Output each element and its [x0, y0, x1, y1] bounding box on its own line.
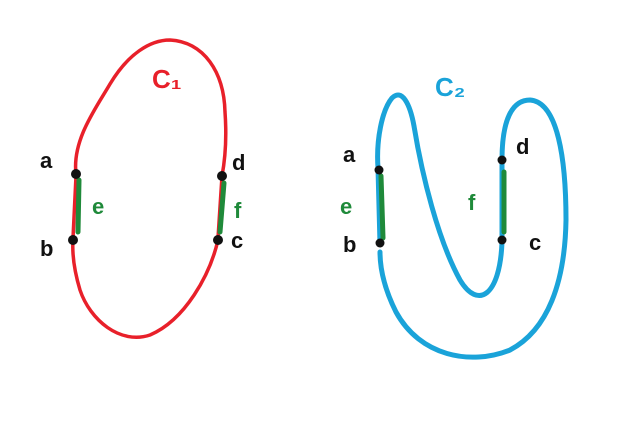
curve-c2-outline	[375, 92, 569, 360]
curve-c2-name: C₂	[435, 72, 465, 102]
edge-e-c1	[75, 177, 82, 235]
edge-f-c1	[217, 180, 227, 235]
point-d-c1	[217, 171, 227, 181]
curve-c2-left-segment	[375, 165, 383, 247]
label-f-c2: f	[468, 190, 476, 215]
label-c-c2: c	[529, 230, 541, 255]
curve-c1: C₁ a b c d e f	[40, 38, 245, 339]
point-a-c1	[71, 169, 81, 179]
label-a-c1: a	[40, 148, 53, 173]
label-b-c1: b	[40, 236, 53, 261]
curve-c1-outline	[71, 38, 228, 339]
point-b-c2	[375, 238, 385, 248]
curve-c2: C₂ a b c d e f	[340, 72, 569, 360]
point-d-c2	[497, 155, 507, 165]
point-b-c1	[68, 235, 78, 245]
label-e-c1: e	[92, 194, 104, 219]
point-a-c2	[374, 165, 384, 175]
edge-e-c2	[378, 173, 386, 241]
curve-c1-left-segment	[71, 174, 78, 240]
label-d-c1: d	[232, 150, 245, 175]
point-c-c1	[213, 235, 223, 245]
label-e-c2: e	[340, 194, 352, 219]
label-c-c1: c	[231, 228, 243, 253]
label-b-c2: b	[343, 232, 356, 257]
curve-c1-name: C₁	[152, 64, 182, 94]
label-a-c2: a	[343, 142, 356, 167]
point-c-c2	[497, 235, 507, 245]
label-f-c1: f	[234, 198, 242, 223]
label-d-c2: d	[516, 134, 529, 159]
